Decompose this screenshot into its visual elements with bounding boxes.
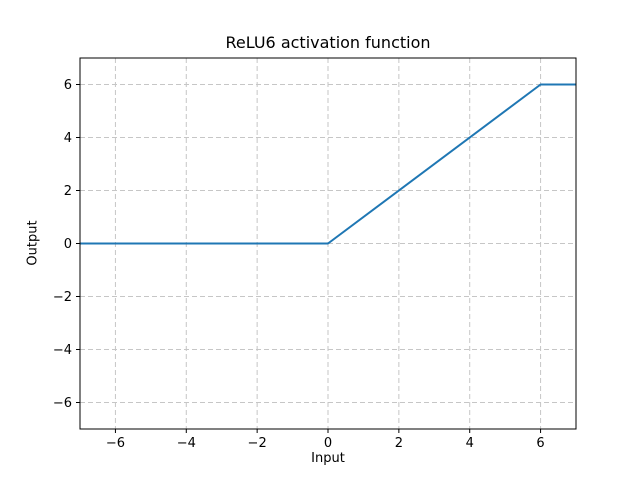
y-tick-label: 2	[64, 184, 72, 199]
series-line-relu6	[80, 83, 576, 245]
y-tick-label: 6	[64, 78, 72, 93]
x-tick-label: 6	[536, 436, 544, 451]
y-tick-label: 0	[64, 237, 72, 252]
x-tick-label: −2	[248, 436, 267, 451]
y-tick-label: −2	[53, 290, 72, 305]
y-tick-label: −4	[53, 343, 72, 358]
x-axis-label: Input	[311, 451, 345, 466]
x-tick-label: −4	[177, 436, 196, 451]
x-tick-label: −6	[106, 436, 125, 451]
x-tick-label: 0	[324, 436, 332, 451]
y-axis-label: Output	[25, 220, 41, 266]
x-tick-label: 4	[466, 436, 474, 451]
chart-title: ReLU6 activation function	[225, 33, 431, 52]
y-tick-label: −6	[53, 396, 72, 411]
x-tick-label: 2	[395, 436, 403, 451]
y-tick-label: 4	[64, 131, 72, 146]
